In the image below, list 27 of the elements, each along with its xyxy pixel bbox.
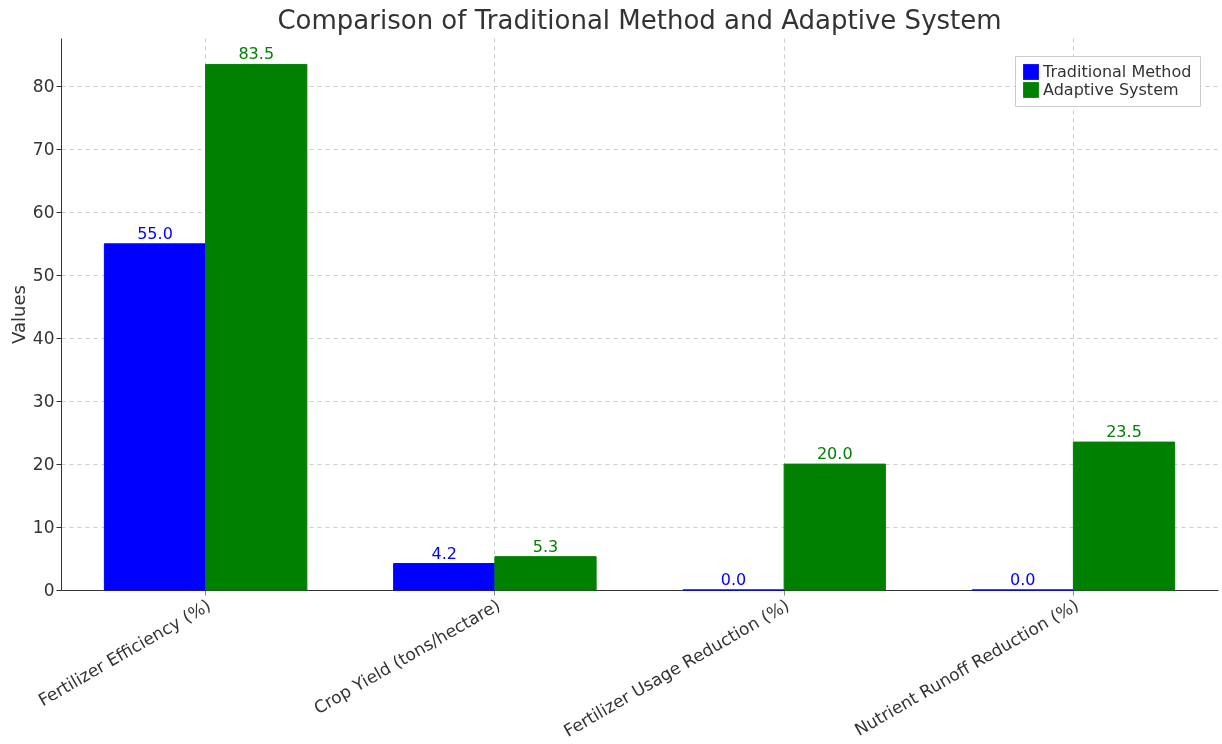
bar: [783, 463, 886, 591]
y-tick-label: 80: [32, 75, 55, 96]
y-tick-label: 0: [43, 579, 55, 600]
data-label: 5.3: [532, 536, 559, 556]
data-label: 4.2: [431, 543, 457, 563]
bar: [103, 243, 207, 591]
bar: [1072, 441, 1176, 591]
bar: [494, 556, 597, 591]
data-label: 55.0: [137, 223, 173, 243]
y-tick-label: 10: [32, 516, 55, 537]
data-label: 0.0: [720, 570, 747, 589]
data-label: 23.5: [1106, 422, 1142, 442]
y-tick-label: 20: [32, 453, 55, 474]
chart-title: Comparison of Traditional Method and Adaptive System: [277, 5, 1002, 35]
legend-label: Traditional Method: [1042, 62, 1192, 81]
legend-label: Adaptive System: [1043, 80, 1179, 99]
data-label: 83.5: [238, 44, 275, 64]
y-tick-label: 60: [32, 201, 55, 222]
bar: [205, 63, 308, 591]
data-label: 20.0: [816, 444, 853, 464]
y-tick-label: 70: [32, 138, 55, 159]
y-tick-label: 50: [32, 264, 55, 285]
bar: [393, 563, 496, 591]
y-axis-title: Values: [7, 285, 29, 344]
data-label: 0.0: [1010, 570, 1036, 589]
y-tick-label: 40: [32, 327, 55, 348]
y-tick-label: 30: [32, 390, 55, 411]
